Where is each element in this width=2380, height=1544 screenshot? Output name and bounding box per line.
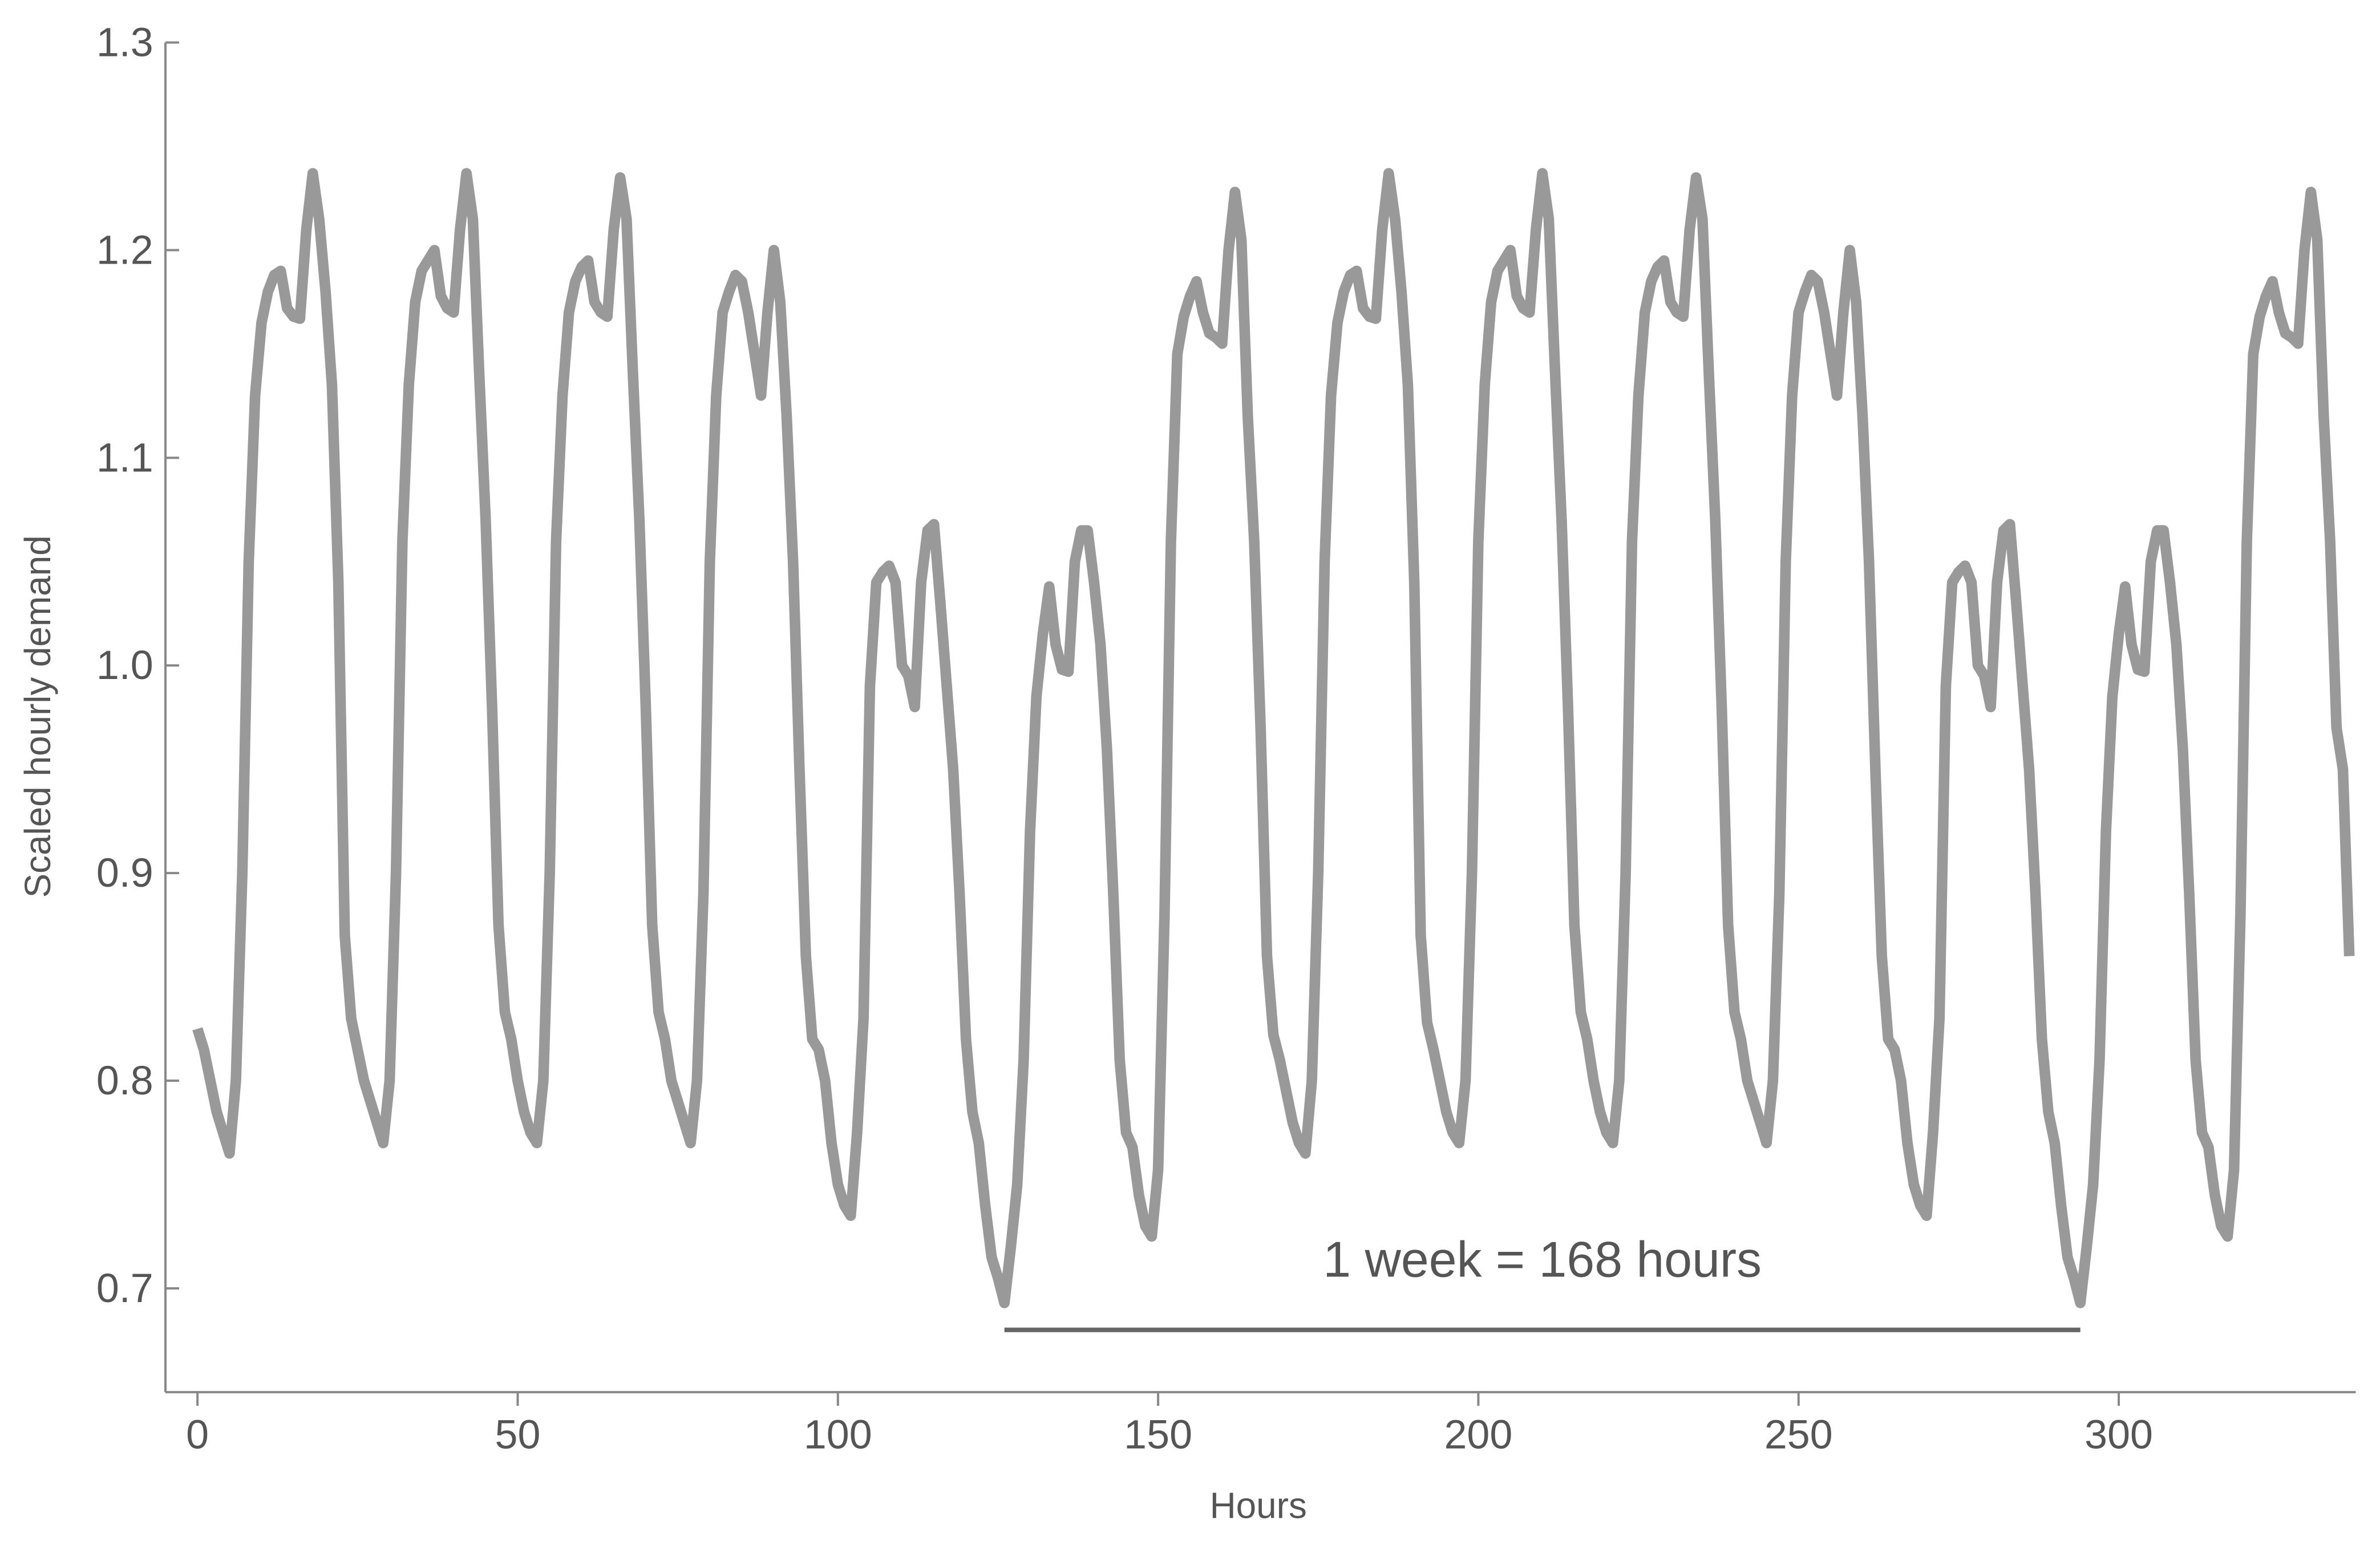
- y-tick-label: 0.8: [96, 1058, 153, 1104]
- y-tick-label: 1.1: [96, 435, 153, 480]
- y-tick-label: 1.3: [96, 19, 153, 65]
- y-tick-label: 0.7: [96, 1266, 153, 1311]
- data-line: [192, 168, 2355, 1308]
- x-tick-label: 300: [2084, 1412, 2153, 1457]
- y-axis-label: Scaled hourly demand: [17, 535, 58, 898]
- x-tick-label: 150: [1124, 1412, 1192, 1457]
- x-tick-label: 0: [186, 1412, 209, 1457]
- x-axis-label: Hours: [1210, 1485, 1307, 1526]
- y-tick-label: 1.2: [96, 227, 153, 273]
- x-tick-label: 200: [1444, 1412, 1512, 1457]
- y-tick-label: 1.0: [96, 642, 153, 688]
- annotation-text: 1 week = 168 hours: [1323, 1232, 1762, 1288]
- y-tick-label: 0.9: [96, 850, 153, 896]
- x-tick-label: 50: [495, 1412, 541, 1457]
- x-tick-label: 100: [804, 1412, 872, 1457]
- x-tick-label: 250: [1764, 1412, 1833, 1457]
